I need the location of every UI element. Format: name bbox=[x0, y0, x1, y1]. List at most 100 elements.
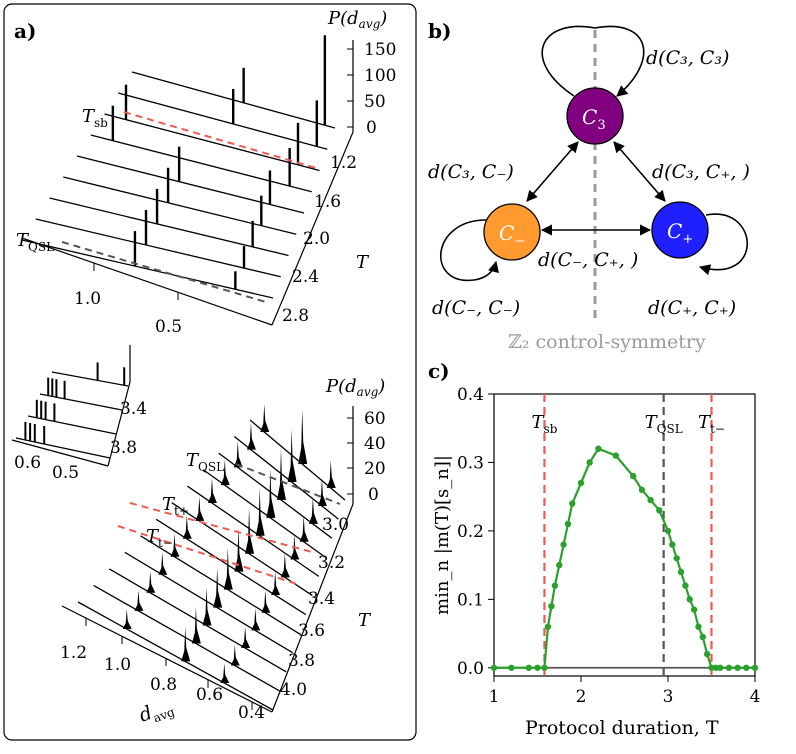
top-t-tick: 2.8 bbox=[282, 306, 309, 326]
bottom-trace-peak bbox=[280, 552, 290, 578]
series-line bbox=[494, 447, 755, 669]
top-trace-baseline bbox=[104, 113, 320, 172]
top-t-axis-label: T bbox=[356, 252, 370, 273]
bottom-trace-peak bbox=[298, 409, 308, 464]
data-point bbox=[751, 664, 759, 671]
bottom-z-axis-label: P(davg) bbox=[325, 376, 385, 399]
node-cp bbox=[651, 201, 709, 259]
data-point bbox=[656, 507, 663, 514]
x-axis-label: Protocol duration, T bbox=[525, 717, 719, 739]
top-trace-baseline bbox=[21, 239, 274, 299]
top-trace-baseline bbox=[35, 218, 281, 278]
panel-c-chart: c) 1 2 3 4 0.0 0.1 0.2 0.3 0.4 Tsb TQSL Tt− Protoc… bbox=[428, 359, 760, 739]
bottom-trace-peak bbox=[122, 609, 132, 629]
bottom-tm-marker-line bbox=[117, 525, 301, 586]
y-tick-label: 0.4 bbox=[457, 385, 484, 405]
bottom-trace-peak bbox=[158, 552, 168, 575]
top-t-tick: 1.6 bbox=[314, 192, 341, 212]
inset-d-tick: 0.5 bbox=[52, 463, 79, 483]
data-point bbox=[544, 623, 552, 630]
bottom-tm-marker-label: Tt− bbox=[146, 526, 173, 550]
bottom-t-tick: 4.0 bbox=[280, 680, 307, 700]
bottom-z-tick: 0 bbox=[368, 485, 379, 505]
data-point bbox=[630, 472, 637, 480]
vline-label: Tt− bbox=[698, 412, 725, 436]
bottom-trace-peak bbox=[261, 589, 271, 613]
top-d-tick: 1.0 bbox=[74, 289, 101, 309]
top-trace-baseline bbox=[90, 134, 312, 193]
data-point bbox=[534, 664, 541, 671]
cp-self-loop bbox=[698, 213, 748, 276]
data-point bbox=[638, 486, 646, 494]
bottom-trace-baseline bbox=[124, 551, 293, 654]
data-point bbox=[612, 452, 619, 459]
x-tick-label: 4 bbox=[750, 687, 761, 707]
bottom-d-tick: 1.2 bbox=[60, 643, 87, 663]
bottom-tp-marker-label: Tt+ bbox=[162, 494, 189, 518]
data-point bbox=[541, 664, 548, 671]
bottom-trace-peak bbox=[251, 608, 261, 631]
bottom-trace-peak bbox=[220, 663, 230, 683]
bottom-qsl-marker-label: TQSL bbox=[186, 450, 224, 474]
data-point bbox=[669, 541, 676, 548]
edge-label-cm-cp: d(C₋, C₊, ) bbox=[538, 249, 638, 271]
vline-label: Tsb bbox=[532, 412, 558, 436]
top-d-axis bbox=[21, 237, 273, 326]
vline-label: TQSL bbox=[645, 412, 683, 436]
panel-c-label: c) bbox=[428, 359, 450, 383]
bottom-trace-peak bbox=[223, 547, 233, 590]
bottom-trace-peak bbox=[207, 477, 217, 503]
bottom-trace-peak bbox=[134, 590, 144, 611]
panel-b-label: b) bbox=[428, 19, 451, 43]
y-axis-label: min_n |m(T)[s_n]| bbox=[432, 455, 453, 615]
bottom-d-axis bbox=[61, 605, 273, 713]
bottom-trace-peak bbox=[246, 422, 256, 450]
bottom-t-axis bbox=[271, 503, 354, 713]
top-z-tick: 50 bbox=[364, 92, 386, 112]
data-point bbox=[717, 664, 724, 671]
bottom-trace-baseline bbox=[108, 568, 287, 673]
x-tick-label: 3 bbox=[663, 687, 674, 707]
x-tick-label: 1 bbox=[489, 687, 500, 707]
bottom-trace-peak bbox=[255, 488, 265, 536]
inset-trace-baseline bbox=[15, 437, 111, 459]
bottom-z-tick: 60 bbox=[364, 409, 386, 429]
y-tick-label: 0.0 bbox=[457, 659, 484, 679]
top-t-tick: 2.4 bbox=[292, 267, 319, 287]
bottom-trace-peak bbox=[220, 459, 230, 486]
bottom-d-tick: 0.8 bbox=[150, 675, 177, 695]
top-z-tick: 0 bbox=[366, 118, 377, 138]
edge-label-c3-cm: d(C₃, C₋) bbox=[428, 161, 514, 183]
data-point bbox=[690, 606, 698, 613]
edge-label-cm-cm: d(C₋, C₋) bbox=[432, 297, 520, 319]
bottom-trace-peak bbox=[234, 527, 244, 572]
panel-a-top-waterfall: 150 100 50 0 P(davg) 1.2 1.6 2.0 2.4 2.8… bbox=[16, 8, 396, 337]
node-cm-label: C− bbox=[499, 221, 525, 249]
data-point bbox=[564, 520, 572, 528]
bottom-trace-baseline bbox=[77, 601, 274, 711]
inset-trace-baseline bbox=[39, 393, 123, 411]
top-t-tick: 2.0 bbox=[303, 229, 330, 249]
bottom-t-tick: 3.4 bbox=[308, 589, 335, 609]
top-trace-baseline bbox=[63, 176, 297, 235]
bottom-trace-baseline bbox=[202, 469, 326, 558]
bottom-trace-peak bbox=[266, 468, 276, 518]
data-point bbox=[595, 445, 602, 452]
bottom-trace-baseline bbox=[171, 502, 313, 596]
data-point bbox=[569, 500, 576, 507]
top-d-tick: 0.5 bbox=[155, 317, 182, 337]
edge-label-c3-cp: d(C₃, C₊, ) bbox=[652, 161, 750, 183]
bottom-d-axis-label: davg bbox=[136, 694, 177, 729]
panel-a-label: a) bbox=[14, 19, 36, 43]
top-trace-baseline bbox=[49, 197, 289, 257]
x-tick-label: 2 bbox=[576, 687, 587, 707]
symmetry-label: ℤ₂ control-symmetry bbox=[508, 331, 706, 353]
data-point bbox=[699, 633, 706, 641]
cm-self-loop bbox=[440, 219, 499, 282]
bottom-trace-baseline bbox=[155, 518, 307, 616]
bottom-trace-peak bbox=[276, 448, 286, 500]
data-point bbox=[586, 459, 593, 466]
bottom-tp-marker-line bbox=[129, 502, 313, 553]
y-tick-label: 0.2 bbox=[457, 522, 484, 542]
inset-trace-baseline bbox=[51, 371, 129, 387]
